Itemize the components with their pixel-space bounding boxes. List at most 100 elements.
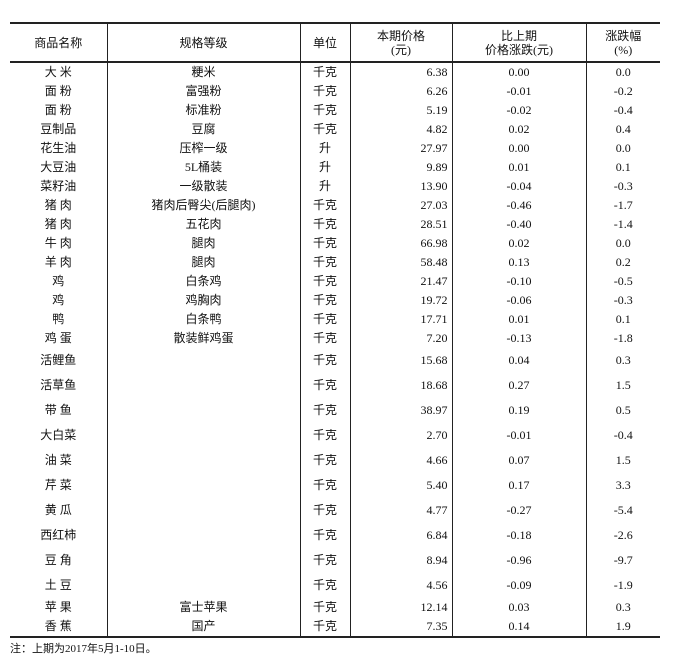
table-cell: 粳米: [106, 62, 300, 82]
table-cell: 4.82: [349, 120, 452, 139]
table-cell: 千克: [299, 598, 350, 617]
table-cell: -0.01: [451, 82, 586, 101]
table-cell: 豆 角: [44, 553, 72, 567]
table-cell: -0.02: [451, 101, 586, 120]
table-cell: 0.4: [585, 120, 660, 139]
table-row: 羊 肉 腿肉 千克 58.48 0.13 0.2: [10, 253, 660, 272]
table-cell: 腿肉: [106, 234, 300, 253]
table-cell: 0.01: [451, 158, 586, 177]
table-cell: 鸡胸肉: [106, 291, 300, 310]
table-row: 苹 果 富士苹果 千克 12.14 0.03 0.3: [10, 598, 660, 617]
header-line: 单位: [312, 35, 337, 50]
table-cell: 8.94: [349, 548, 452, 573]
table-row: 芹 菜 千克 5.40 0.17 3.3: [10, 473, 660, 498]
note: 注：上期为2017年5月1-10日。: [10, 643, 157, 655]
table-cell: 9.89: [349, 158, 452, 177]
table-cell: 27.03: [349, 196, 452, 215]
table-cell: 1.9: [585, 617, 660, 638]
table-cell: 白条鸭: [106, 310, 300, 329]
table-cell: -0.01: [451, 423, 586, 448]
table-row: 豆 角 千克 8.94 -0.96 -9.7: [10, 548, 660, 573]
table-cell: 21.47: [349, 272, 452, 291]
table-row: 西红柿 千克 6.84 -0.18 -2.6: [10, 523, 660, 548]
table-row: 猪 肉 五花肉 千克 28.51 -0.40 -1.4: [10, 215, 660, 234]
table-cell: [106, 523, 300, 548]
table-cell: -0.4: [585, 101, 660, 120]
table-cell: 面 粉: [44, 103, 72, 117]
table-row: 大豆油 5L桶装升 9.89 0.01 0.1: [10, 158, 660, 177]
table-cell: 香 蕉: [10, 617, 107, 638]
table-cell: 千克: [299, 196, 350, 215]
table-cell: 牛 肉: [44, 236, 72, 250]
table-cell: 千克: [299, 310, 350, 329]
table-cell: 鸡: [52, 274, 65, 288]
header-line: 涨跌幅: [605, 28, 642, 43]
table-cell: 升: [299, 177, 350, 196]
table-cell: 7.20: [349, 329, 452, 348]
table-cell: 国产: [106, 617, 300, 638]
table-row: 黄 瓜 千克 4.77 -0.27 -5.4: [10, 498, 660, 523]
table-cell: 5L桶装: [106, 158, 300, 177]
table-cell: 西红柿: [40, 528, 77, 542]
table-row: 油 菜 千克 4.66 0.07 1.5: [10, 448, 660, 473]
table-cell: 6.84: [349, 523, 452, 548]
table-cell: -5.4: [585, 498, 660, 523]
table-cell: [106, 498, 300, 523]
table-cell: 19.72: [349, 291, 452, 310]
table-cell: [106, 348, 300, 373]
table-row: 鸡 白条鸡 千克 21.47 -0.10 -0.5: [10, 272, 660, 291]
table-cell: 五花肉: [106, 215, 300, 234]
table-cell: 鸡: [52, 293, 65, 307]
table-cell: 0.0: [585, 62, 660, 82]
table-cell: 18.68: [349, 373, 452, 398]
table-row: 带 鱼 千克 38.97 0.19 0.5: [10, 398, 660, 423]
table-cell: 豆制品: [40, 122, 77, 136]
table-cell: 0.0: [585, 234, 660, 253]
header-cell: 规格等级: [106, 22, 300, 63]
table-cell: 66.98: [349, 234, 452, 253]
table-cell: 羊 肉: [44, 255, 72, 269]
table-row: 鸭 白条鸭 千克 17.71 0.01 0.1: [10, 310, 660, 329]
table-cell: -2.6: [585, 523, 660, 548]
table-row: 面 粉 富强粉 千克 6.26 -0.01 -0.2: [10, 82, 660, 101]
table-cell: -1.9: [585, 573, 660, 598]
table-row: 豆制品 豆腐 千克 4.82 0.02 0.4: [10, 120, 660, 139]
table-cell: 0.00: [451, 62, 586, 82]
table-cell: 千克: [299, 373, 350, 398]
table-cell: 千克: [299, 272, 350, 291]
table-row: 土 豆 千克 4.56 -0.09 -1.9: [10, 573, 660, 598]
table-cell: 5.19: [349, 101, 452, 120]
table-cell: 0.3: [585, 348, 660, 373]
table-row: 活草鱼 千克 18.68 0.27 1.5: [10, 373, 660, 398]
table-cell: 0.27: [451, 373, 586, 398]
table-row: 菜籽油 一级散装升 13.90 -0.04 -0.3: [10, 177, 660, 196]
table-cell: 28.51: [349, 215, 452, 234]
table-cell: [106, 473, 300, 498]
table-cell: 千克: [299, 473, 350, 498]
table-cell: [106, 548, 300, 573]
table-cell: 猪肉后臀尖(后腿肉): [106, 196, 300, 215]
table-cell: 2.70: [349, 423, 452, 448]
table-cell: [106, 423, 300, 448]
table-cell: 大 米: [44, 65, 72, 79]
table-row: 活鲤鱼 千克 15.68 0.04 0.3: [10, 348, 660, 373]
table-cell: 38.97: [349, 398, 452, 423]
header-line: 价格涨跌(元): [485, 42, 553, 57]
table-cell: -0.40: [451, 215, 586, 234]
table-cell: 7.35: [349, 617, 452, 638]
header-line: 本期价格: [376, 28, 425, 43]
table-cell: -0.3: [585, 291, 660, 310]
table-cell: 升: [299, 139, 350, 158]
table-cell: 12.14: [349, 598, 452, 617]
table-cell: 1.5: [585, 373, 660, 398]
table-cell: 豆腐: [106, 120, 300, 139]
table-cell: 鸭: [52, 312, 65, 326]
table-cell: [106, 398, 300, 423]
table-cell: 6.38: [349, 62, 452, 82]
table-cell: 千克: [299, 448, 350, 473]
table-cell: 0.1: [585, 158, 660, 177]
table-cell: 带 鱼: [44, 403, 72, 417]
table-row: 大白菜 千克 2.70 -0.01 -0.4: [10, 423, 660, 448]
table-cell: -1.7: [585, 196, 660, 215]
table-cell: 散装鲜鸡蛋: [106, 329, 300, 348]
